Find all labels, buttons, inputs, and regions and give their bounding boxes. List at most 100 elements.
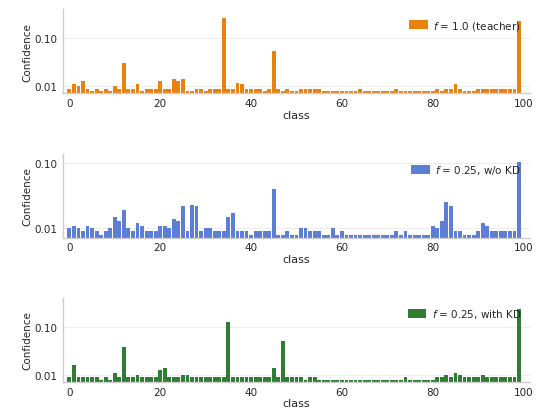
Bar — [154, 377, 158, 413]
Bar — [281, 342, 285, 413]
Bar — [104, 377, 108, 413]
Bar — [454, 232, 458, 413]
Bar — [512, 377, 516, 413]
Bar — [476, 232, 480, 413]
Bar — [245, 377, 249, 413]
Bar — [222, 19, 226, 413]
Bar — [358, 235, 362, 413]
Bar — [417, 92, 421, 413]
Bar — [236, 83, 239, 413]
Bar — [95, 232, 98, 413]
Bar — [313, 89, 317, 413]
Bar — [81, 232, 85, 413]
Bar — [458, 232, 462, 413]
Bar — [131, 89, 135, 413]
Bar — [408, 380, 412, 413]
Bar — [135, 375, 139, 413]
Bar — [512, 232, 516, 413]
Bar — [254, 377, 257, 413]
Y-axis label: Confidence: Confidence — [22, 23, 32, 81]
Bar — [317, 380, 321, 413]
Bar — [299, 89, 303, 413]
Bar — [249, 377, 253, 413]
Bar — [267, 89, 271, 413]
Bar — [494, 232, 498, 413]
Bar — [118, 221, 121, 413]
Bar — [472, 377, 475, 413]
Bar — [276, 377, 280, 413]
Bar — [367, 235, 371, 413]
Bar — [481, 223, 485, 413]
Bar — [286, 377, 289, 413]
Bar — [67, 89, 71, 413]
Bar — [317, 232, 321, 413]
Bar — [508, 232, 512, 413]
Bar — [472, 92, 475, 413]
Legend: $f$ = 0.25, with KD: $f$ = 0.25, with KD — [404, 304, 525, 325]
X-axis label: class: class — [283, 398, 310, 408]
Bar — [154, 232, 158, 413]
Bar — [426, 235, 430, 413]
Bar — [449, 377, 453, 413]
Bar — [208, 377, 212, 413]
Bar — [354, 92, 357, 413]
Bar — [349, 92, 353, 413]
Bar — [422, 235, 425, 413]
Bar — [517, 22, 521, 413]
Bar — [218, 377, 221, 413]
Bar — [508, 377, 512, 413]
Bar — [404, 92, 407, 413]
Bar — [149, 377, 153, 413]
Bar — [390, 235, 394, 413]
Bar — [444, 89, 448, 413]
Bar — [504, 89, 508, 413]
Bar — [176, 377, 180, 413]
Bar — [158, 82, 162, 413]
Bar — [354, 235, 357, 413]
Bar — [203, 377, 208, 413]
Bar — [313, 232, 317, 413]
Bar — [77, 229, 81, 413]
Bar — [131, 377, 135, 413]
Bar — [240, 85, 244, 413]
Bar — [195, 206, 199, 413]
Bar — [118, 377, 121, 413]
Bar — [249, 235, 253, 413]
Bar — [354, 380, 357, 413]
Bar — [322, 235, 326, 413]
Bar — [476, 89, 480, 413]
Bar — [190, 205, 194, 413]
Bar — [72, 366, 76, 413]
Bar — [367, 380, 371, 413]
Bar — [195, 377, 199, 413]
Bar — [467, 235, 471, 413]
Bar — [413, 235, 417, 413]
Bar — [203, 92, 208, 413]
Bar — [113, 217, 117, 413]
Bar — [512, 89, 516, 413]
Bar — [99, 92, 103, 413]
Bar — [240, 232, 244, 413]
Bar — [499, 232, 503, 413]
Bar — [140, 377, 144, 413]
Bar — [172, 377, 176, 413]
Bar — [267, 232, 271, 413]
Bar — [413, 92, 417, 413]
Bar — [158, 370, 162, 413]
Bar — [340, 92, 344, 413]
Bar — [108, 380, 112, 413]
Bar — [113, 373, 117, 413]
Bar — [462, 235, 466, 413]
Bar — [226, 217, 230, 413]
Bar — [326, 380, 330, 413]
Bar — [172, 80, 176, 413]
Bar — [322, 380, 326, 413]
Bar — [149, 232, 153, 413]
Bar — [372, 380, 375, 413]
Bar — [85, 377, 89, 413]
Bar — [449, 89, 453, 413]
Bar — [272, 190, 276, 413]
Bar — [176, 221, 180, 413]
Bar — [231, 214, 235, 413]
Bar — [145, 89, 149, 413]
